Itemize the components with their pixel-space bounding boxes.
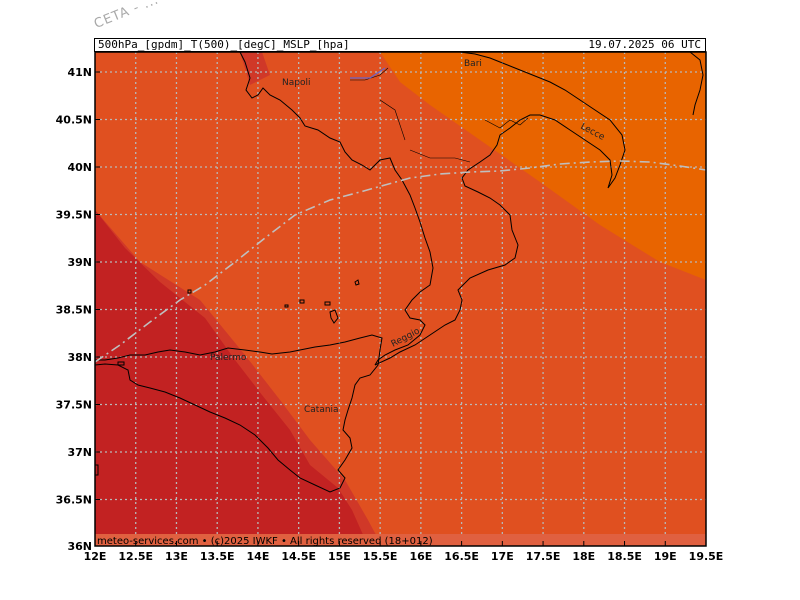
coast-islands (94, 279, 360, 476)
lon-label: 17.5E (526, 550, 561, 563)
lon-label: 14E (247, 550, 270, 563)
lon-label: 18E (572, 550, 595, 563)
coast-sicily (94, 334, 383, 493)
lat-label: 39.5N (56, 209, 92, 222)
border-regions (350, 67, 529, 163)
city-label-napoli: Napoli (282, 78, 310, 88)
lon-label: 18.5E (607, 550, 642, 563)
lon-label: 15.5E (363, 550, 398, 563)
lat-label: 36.5N (56, 494, 92, 507)
coast-italy-east (374, 51, 626, 366)
lon-label: 12.5E (118, 550, 153, 563)
lat-label: 40N (67, 161, 92, 174)
lat-label: 40.5N (56, 114, 92, 127)
temperature-field-hot (95, 210, 368, 546)
lon-label: 15E (328, 550, 351, 563)
isobar-line (94, 160, 707, 363)
lat-label: 41N (67, 66, 92, 79)
lat-label: 38N (67, 351, 92, 364)
lat-label: 39N (67, 256, 92, 269)
city-label-palermo: Palermo (210, 353, 247, 363)
lon-label: 13E (165, 550, 188, 563)
map-frame (94, 51, 707, 547)
map-valid-time: 19.07.2025 06 UTC (588, 38, 701, 51)
lon-label: 16E (409, 550, 432, 563)
lon-label: 19.5E (689, 550, 724, 563)
lon-label: 14.5E (281, 550, 316, 563)
lon-label: 16.5E (444, 550, 479, 563)
copyright-footer: meteo-services.com • (c)2025 IWKF • All … (97, 536, 433, 547)
lat-label: 38.5N (56, 304, 92, 317)
city-label-bari: Bari (464, 59, 482, 69)
lon-label: 12E (84, 550, 107, 563)
map-parameters-label: 500hPa_[gpdm]_T(500)_[degC]_MSLP_[hpa] (98, 38, 350, 51)
lon-label: 17E (491, 550, 514, 563)
coast-albania (689, 51, 704, 116)
lon-label: 13.5E (200, 550, 235, 563)
footer-bar (95, 534, 706, 546)
latitude-axis: 41N 40.5N 40N 39.5N 39N 38.5N 38N 37.5N 37N 36.5N… (56, 66, 100, 553)
lat-lon-grid (95, 52, 706, 546)
city-label-catania: Catania (304, 405, 339, 415)
lat-label: 37N (67, 446, 92, 459)
temperature-field-hot-nw (240, 52, 270, 85)
river-line (350, 67, 386, 79)
lat-label: 37.5N (56, 399, 92, 412)
longitude-axis: 12E 12.5E 13E 13.5E 14E 14.5E 15E 15.5E 16E 16.5E… (84, 541, 724, 563)
map-header-bar: 500hPa_[gpdm]_T(500)_[degC]_MSLP_[hpa] 1… (94, 38, 706, 52)
coast-italy-west (239, 51, 434, 366)
lon-label: 19E (654, 550, 677, 563)
coastlines (94, 51, 704, 493)
lat-label: 36N (67, 540, 92, 553)
